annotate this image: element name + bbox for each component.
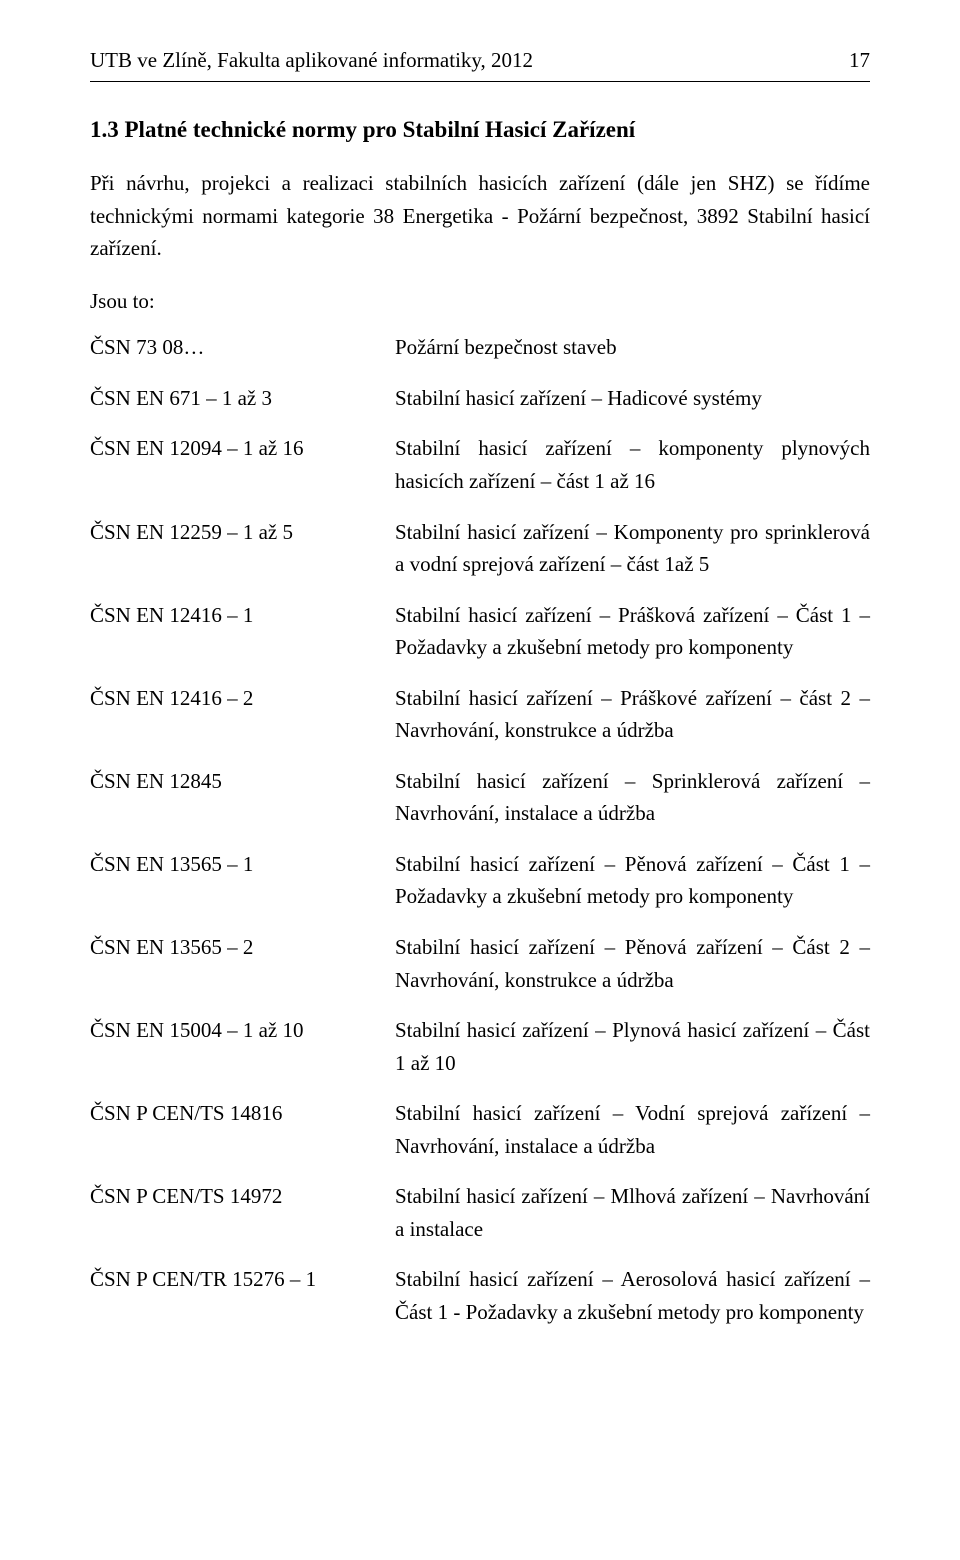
standards-row: ČSN EN 671 – 1 až 3 Stabilní hasicí zaří… (90, 382, 870, 415)
header-page-number: 17 (849, 44, 870, 77)
standards-row: ČSN P CEN/TR 15276 – 1 Stabilní hasicí z… (90, 1263, 870, 1328)
standards-row: ČSN EN 12845 Stabilní hasicí zařízení – … (90, 765, 870, 830)
standard-desc: Stabilní hasicí zařízení – Plynová hasic… (395, 1014, 870, 1079)
standards-row: ČSN 73 08… Požární bezpečnost staveb (90, 331, 870, 364)
standard-code: ČSN EN 15004 – 1 až 10 (90, 1014, 395, 1047)
standard-desc: Stabilní hasicí zařízení – Pěnová zaříze… (395, 848, 870, 913)
standards-row: ČSN EN 12259 – 1 až 5 Stabilní hasicí za… (90, 516, 870, 581)
standards-row: ČSN EN 12094 – 1 až 16 Stabilní hasicí z… (90, 432, 870, 497)
standard-code: ČSN EN 12845 (90, 765, 395, 798)
standard-code: ČSN EN 12416 – 1 (90, 599, 395, 632)
standard-code: ČSN EN 671 – 1 až 3 (90, 382, 395, 415)
standard-desc: Stabilní hasicí zařízení – Pěnová zaříze… (395, 931, 870, 996)
standard-desc: Stabilní hasicí zařízení – Práškové zaří… (395, 682, 870, 747)
standard-code: ČSN EN 12259 – 1 až 5 (90, 516, 395, 549)
standards-row: ČSN EN 13565 – 1 Stabilní hasicí zařízen… (90, 848, 870, 913)
jsou-to-label: Jsou to: (90, 285, 870, 318)
standards-row: ČSN EN 15004 – 1 až 10 Stabilní hasicí z… (90, 1014, 870, 1079)
standards-list: ČSN 73 08… Požární bezpečnost staveb ČSN… (90, 331, 870, 1328)
standard-code: ČSN EN 12094 – 1 až 16 (90, 432, 395, 465)
standard-code: ČSN P CEN/TS 14816 (90, 1097, 395, 1130)
standard-desc: Stabilní hasicí zařízení – Prášková zaří… (395, 599, 870, 664)
standard-code: ČSN EN 13565 – 1 (90, 848, 395, 881)
page: UTB ve Zlíně, Fakulta aplikované informa… (0, 0, 960, 1560)
standard-desc: Stabilní hasicí zařízení – Sprinklerová … (395, 765, 870, 830)
section-heading: 1.3 Platné technické normy pro Stabilní … (90, 112, 870, 148)
standards-row: ČSN EN 12416 – 2 Stabilní hasicí zařízen… (90, 682, 870, 747)
standard-desc: Stabilní hasicí zařízení – Vodní sprejov… (395, 1097, 870, 1162)
standard-desc: Stabilní hasicí zařízení – Aerosolová ha… (395, 1263, 870, 1328)
standard-code: ČSN P CEN/TS 14972 (90, 1180, 395, 1213)
standard-desc: Požární bezpečnost staveb (395, 331, 870, 364)
standard-code: ČSN 73 08… (90, 331, 395, 364)
standard-code: ČSN P CEN/TR 15276 – 1 (90, 1263, 395, 1296)
standards-row: ČSN EN 12416 – 1 Stabilní hasicí zařízen… (90, 599, 870, 664)
standard-desc: Stabilní hasicí zařízení – komponenty pl… (395, 432, 870, 497)
standard-code: ČSN EN 13565 – 2 (90, 931, 395, 964)
header-left: UTB ve Zlíně, Fakulta aplikované informa… (90, 44, 533, 77)
standards-row: ČSN P CEN/TS 14972 Stabilní hasicí zaříz… (90, 1180, 870, 1245)
standard-desc: Stabilní hasicí zařízení – Hadicové syst… (395, 382, 870, 415)
page-header: UTB ve Zlíně, Fakulta aplikované informa… (90, 44, 870, 82)
section-intro: Při návrhu, projekci a realizaci stabiln… (90, 167, 870, 265)
standards-row: ČSN EN 13565 – 2 Stabilní hasicí zařízen… (90, 931, 870, 996)
standard-code: ČSN EN 12416 – 2 (90, 682, 395, 715)
standard-desc: Stabilní hasicí zařízení – Komponenty pr… (395, 516, 870, 581)
standards-row: ČSN P CEN/TS 14816 Stabilní hasicí zaříz… (90, 1097, 870, 1162)
standard-desc: Stabilní hasicí zařízení – Mlhová zaříze… (395, 1180, 870, 1245)
